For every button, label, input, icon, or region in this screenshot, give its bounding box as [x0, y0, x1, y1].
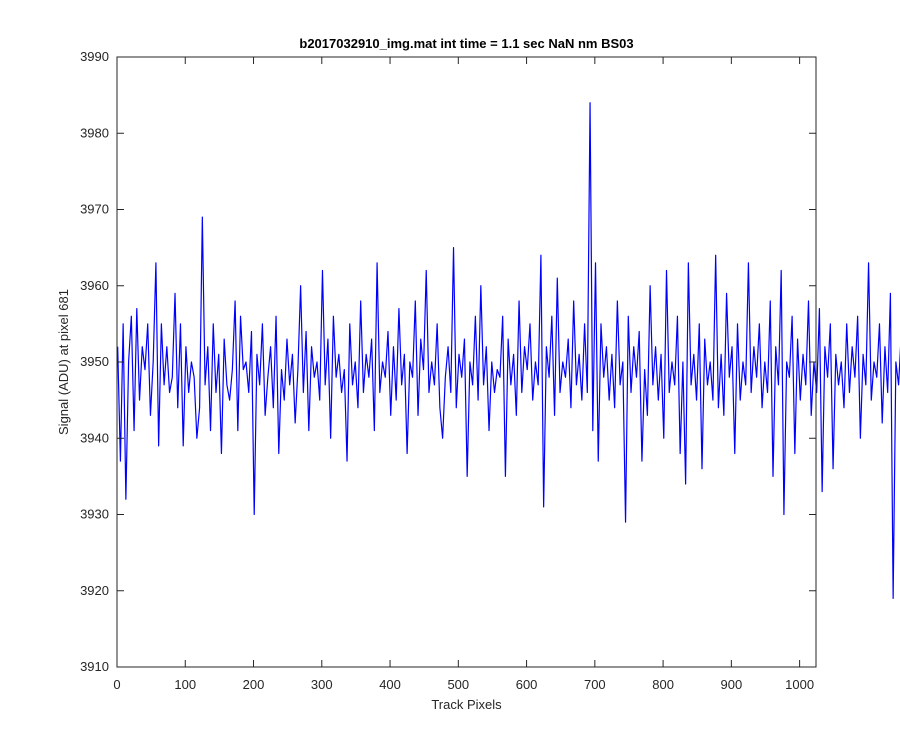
x-tick-label: 1000: [785, 677, 814, 692]
series-line-0: [117, 102, 900, 599]
x-tick-label: 0: [113, 677, 120, 692]
x-tick-label: 700: [584, 677, 606, 692]
x-tick-label: 800: [652, 677, 674, 692]
y-tick-label: 3940: [80, 430, 109, 445]
y-tick-label: 3970: [80, 202, 109, 217]
x-tick-label: 400: [379, 677, 401, 692]
x-tick-label: 900: [721, 677, 743, 692]
y-tick-label: 3910: [80, 659, 109, 674]
y-tick-label: 3950: [80, 354, 109, 369]
x-tick-label: 300: [311, 677, 333, 692]
y-tick-label: 3960: [80, 278, 109, 293]
x-axis-label: Track Pixels: [431, 697, 502, 712]
y-tick-label: 3920: [80, 583, 109, 598]
x-tick-label: 500: [447, 677, 469, 692]
y-tick-label: 3930: [80, 507, 109, 522]
x-tick-label: 100: [174, 677, 196, 692]
y-tick-label: 3990: [80, 49, 109, 64]
chart-title: b2017032910_img.mat int time = 1.1 sec N…: [299, 36, 633, 51]
y-axis-label: Signal (ADU) at pixel 681: [56, 289, 71, 435]
x-tick-label: 600: [516, 677, 538, 692]
y-tick-label: 3980: [80, 125, 109, 140]
x-tick-label: 200: [243, 677, 265, 692]
plot-area: [117, 57, 816, 667]
